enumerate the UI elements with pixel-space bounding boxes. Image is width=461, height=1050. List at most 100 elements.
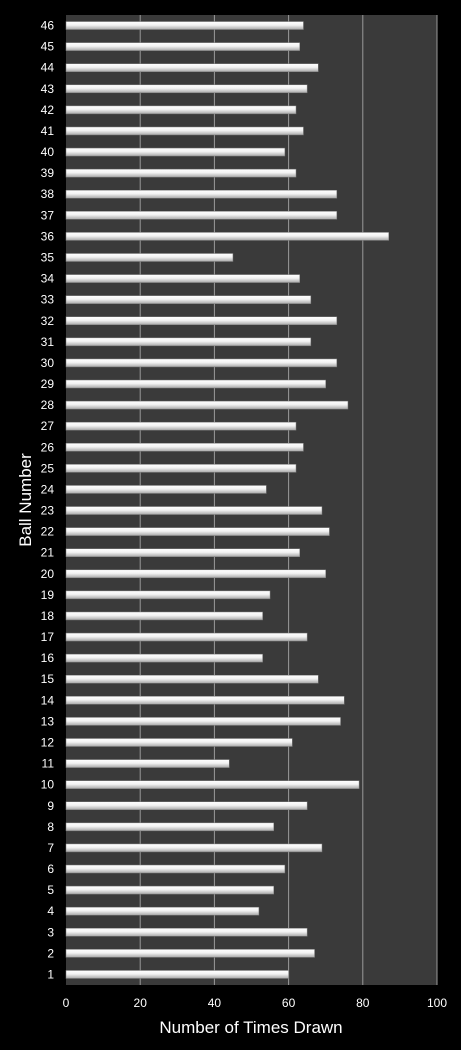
y-tick-label: 42 <box>41 103 55 117</box>
y-tick-label: 2 <box>47 946 54 960</box>
bar-ball-34 <box>65 274 300 283</box>
bar-ball-8 <box>65 822 275 832</box>
y-tick-label: 20 <box>41 567 55 581</box>
bar-ball-9 <box>65 801 308 811</box>
y-tick-label: 7 <box>47 841 54 855</box>
y-tick-label: 16 <box>41 651 55 665</box>
bar-ball-38 <box>65 189 338 199</box>
bars <box>65 21 390 979</box>
y-tick-label: 18 <box>41 609 55 623</box>
bar-ball-22 <box>65 527 330 536</box>
bar-ball-6 <box>65 864 286 874</box>
bar-ball-20 <box>65 569 326 579</box>
bar-ball-33 <box>65 295 312 304</box>
y-tick-label: 12 <box>41 736 55 750</box>
bar-ball-2 <box>65 949 315 958</box>
bar-ball-12 <box>65 738 293 747</box>
bar-ball-36 <box>65 232 390 241</box>
bar-ball-23 <box>65 506 323 515</box>
y-tick-label: 10 <box>41 778 55 792</box>
x-tick-label: 60 <box>282 996 296 1010</box>
bar-ball-10 <box>65 780 360 789</box>
bar-ball-45 <box>65 42 300 51</box>
y-tick-label: 23 <box>41 504 55 518</box>
bar-ball-1 <box>65 970 289 979</box>
bar-ball-13 <box>65 717 341 726</box>
bar-ball-32 <box>65 316 338 326</box>
y-tick-label: 44 <box>41 61 55 75</box>
bar-ball-30 <box>65 358 338 368</box>
bar-ball-46 <box>65 21 304 30</box>
y-tick-label: 5 <box>47 883 54 897</box>
y-tick-label: 8 <box>47 820 54 834</box>
y-tick-label: 41 <box>41 124 55 138</box>
bar-ball-37 <box>65 211 338 220</box>
bar-ball-19 <box>65 590 271 600</box>
bar-ball-40 <box>65 147 286 157</box>
bar-ball-29 <box>65 379 326 389</box>
y-tick-label: 28 <box>41 398 55 412</box>
bar-ball-39 <box>65 168 297 178</box>
bar-ball-15 <box>65 674 319 684</box>
y-tick-label: 33 <box>41 293 55 307</box>
x-tick-label: 40 <box>208 996 222 1010</box>
y-tick-label: 40 <box>41 145 55 159</box>
bar-ball-4 <box>65 906 260 916</box>
bar-ball-28 <box>65 400 349 410</box>
x-axis-title: Number of Times Drawn <box>159 1018 342 1037</box>
bar-ball-17 <box>65 632 308 642</box>
y-tick-label: 4 <box>47 904 54 918</box>
y-tick-label: 36 <box>41 229 55 243</box>
y-tick-label: 15 <box>41 672 55 686</box>
bar-ball-21 <box>65 548 300 557</box>
y-tick-label: 46 <box>41 19 55 33</box>
y-tick-label: 39 <box>41 166 55 180</box>
x-tick-labels: 0 20 40 60 80 100 <box>63 996 448 1010</box>
bar-ball-31 <box>65 337 312 347</box>
plot-area <box>66 15 437 985</box>
bar-ball-11 <box>65 759 230 768</box>
y-tick-label: 45 <box>41 40 55 54</box>
bar-ball-7 <box>65 843 323 853</box>
bar-ball-16 <box>65 653 263 663</box>
y-tick-label: 1 <box>47 967 54 981</box>
bar-ball-42 <box>65 105 297 115</box>
bar-ball-24 <box>65 485 267 494</box>
y-tick-label: 3 <box>47 925 54 939</box>
x-tick-label: 0 <box>63 996 70 1010</box>
y-tick-label: 19 <box>41 588 55 602</box>
bar-ball-3 <box>65 928 308 937</box>
bar-ball-26 <box>65 443 304 452</box>
y-tick-label: 37 <box>41 208 55 222</box>
y-tick-label: 6 <box>47 862 54 876</box>
y-tick-label: 25 <box>41 461 55 475</box>
y-tick-label: 17 <box>41 630 55 644</box>
y-tick-label: 13 <box>41 714 55 728</box>
y-axis-title: Ball Number <box>16 453 35 547</box>
bar-ball-25 <box>65 464 297 473</box>
bar-ball-43 <box>65 84 308 94</box>
y-tick-label: 14 <box>41 693 55 707</box>
y-tick-label: 43 <box>41 82 55 96</box>
y-tick-label: 21 <box>41 546 55 560</box>
bar-ball-5 <box>65 885 275 895</box>
y-tick-label: 30 <box>41 356 55 370</box>
x-tick-label: 20 <box>134 996 148 1010</box>
y-tick-label: 38 <box>41 187 55 201</box>
x-tick-label: 80 <box>356 996 370 1010</box>
y-tick-label: 34 <box>41 272 55 286</box>
bar-ball-18 <box>65 611 263 621</box>
bar-ball-27 <box>65 421 297 431</box>
y-tick-label: 27 <box>41 419 55 433</box>
y-tick-label: 31 <box>41 335 55 349</box>
bar-ball-44 <box>65 63 319 72</box>
y-tick-label: 11 <box>42 757 55 771</box>
y-tick-label: 9 <box>47 799 54 813</box>
bar-ball-41 <box>65 126 304 136</box>
y-tick-labels: 1234567891011121314151617181920212223242… <box>41 19 55 982</box>
y-tick-label: 35 <box>41 251 55 265</box>
bar-ball-14 <box>65 696 345 705</box>
y-tick-label: 22 <box>41 525 55 539</box>
y-tick-label: 29 <box>41 377 55 391</box>
y-tick-label: 24 <box>41 482 55 496</box>
